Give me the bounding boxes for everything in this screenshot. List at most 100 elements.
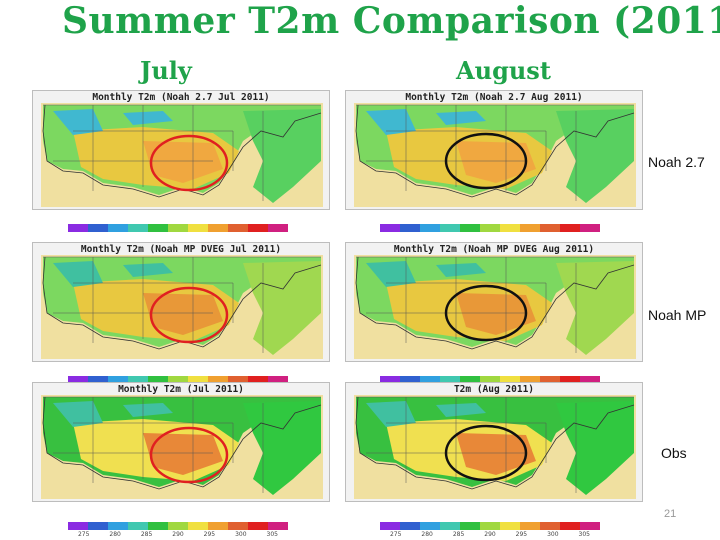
colorbar-label: 305 [266,531,278,538]
colorbar-swatch [208,224,228,232]
colorbar-swatch [480,522,500,530]
colorbar-swatch [380,522,400,530]
colorbar-swatch [68,522,88,530]
colorbar-swatch [248,522,268,530]
colorbar-swatch [88,224,108,232]
colorbar-label: 275 [77,531,90,538]
column-header-july: July [140,56,192,85]
column-header-august: August [456,56,551,85]
highlight-circle [444,132,528,190]
map-title: T2m (Aug 2011) [453,384,535,395]
map-panel-0-right: Monthly T2m (Noah 2.7 Aug 2011) [345,90,643,210]
colorbar-swatch [400,376,420,384]
colorbar-label: 275 [389,531,402,538]
colorbar-swatch [228,376,248,384]
highlight-circle [149,134,229,192]
colorbar-swatch [268,376,288,384]
highlight-circle [149,426,229,484]
colorbar-swatch [68,376,88,384]
colorbar-swatch [580,224,600,232]
colorbar-swatch [268,224,288,232]
colorbar-swatch [128,376,148,384]
colorbar-swatch [188,522,208,530]
colorbar-swatch [520,522,540,530]
colorbar-swatch [460,376,480,384]
colorbar-swatch [420,522,440,530]
us-temperature-map [354,103,636,207]
colorbar-swatch [420,224,440,232]
us-temperature-map [41,103,323,207]
colorbar-label: 290 [484,531,496,538]
colorbar-swatch [520,224,540,232]
highlight-circle [444,284,528,342]
slide-title: Summer T2m Comparison (2011) [62,0,720,42]
colorbar-swatch [168,376,188,384]
colorbar [68,522,288,530]
colorbar-swatch [500,522,520,530]
colorbar-swatch [68,224,88,232]
colorbar-swatch [188,224,208,232]
colorbar [380,224,600,232]
colorbar-swatch [540,224,560,232]
colorbar-swatch [440,522,460,530]
page-number: 21 [664,508,677,520]
map-title: Monthly T2m (Noah MP DVEG Aug 2011) [393,244,595,255]
colorbar-swatch [108,522,128,530]
colorbar-swatch [480,376,500,384]
colorbar-swatch [108,376,128,384]
highlight-circle [444,424,528,482]
colorbar-swatch [520,376,540,384]
colorbar-labels: 275 280 285 290 295 300 305 [68,531,288,538]
us-temperature-map [41,255,323,359]
colorbar-swatch [268,522,288,530]
colorbar-label: 295 [203,531,216,538]
colorbar [68,376,288,384]
map-panel-2-right: T2m (Aug 2011) [345,382,643,502]
colorbar-swatch [128,224,148,232]
row-label-noah27: Noah 2.7 [648,154,705,170]
colorbar-swatch [560,522,580,530]
map-panel-0-left: Monthly T2m (Noah 2.7 Jul 2011) [32,90,330,210]
colorbar-label: 305 [578,531,590,538]
colorbar-swatch [148,376,168,384]
colorbar-swatch [380,224,400,232]
colorbar-swatch [440,224,460,232]
colorbar-swatch [580,522,600,530]
colorbar-swatch [560,224,580,232]
map-title: Monthly T2m (Noah 2.7 Jul 2011) [92,92,270,103]
map-title: Monthly T2m (Noah 2.7 Aug 2011) [405,92,583,103]
colorbar [380,376,600,384]
colorbar-label: 285 [140,531,153,538]
colorbar-swatch [168,522,188,530]
colorbar-labels: 275 280 285 290 295 300 305 [380,531,600,538]
row-label-noahmp: Noah MP [648,307,707,323]
colorbar-swatch [540,522,560,530]
colorbar [68,224,288,232]
colorbar-swatch [460,522,480,530]
colorbar-label: 300 [547,531,559,538]
colorbar-swatch [208,522,228,530]
colorbar-label: 290 [172,531,184,538]
map-panel-2-left: Monthly T2m (Jul 2011) [32,382,330,502]
colorbar-swatch [400,522,420,530]
map-panel-1-left: Monthly T2m (Noah MP DVEG Jul 2011) [32,242,330,362]
colorbar-swatch [560,376,580,384]
colorbar-swatch [248,224,268,232]
us-temperature-map [354,395,636,499]
colorbar-label: 285 [452,531,465,538]
colorbar-swatch [128,522,148,530]
colorbar-swatch [148,224,168,232]
colorbar-swatch [148,522,168,530]
colorbar [380,522,600,530]
colorbar-swatch [188,376,208,384]
row-label-obs: Obs [661,445,687,461]
colorbar-swatch [500,224,520,232]
colorbar-swatch [380,376,400,384]
colorbar-swatch [540,376,560,384]
colorbar-swatch [460,224,480,232]
map-panel-1-right: Monthly T2m (Noah MP DVEG Aug 2011) [345,242,643,362]
colorbar-swatch [208,376,228,384]
colorbar-swatch [400,224,420,232]
colorbar-label: 295 [515,531,528,538]
us-temperature-map [41,395,323,499]
